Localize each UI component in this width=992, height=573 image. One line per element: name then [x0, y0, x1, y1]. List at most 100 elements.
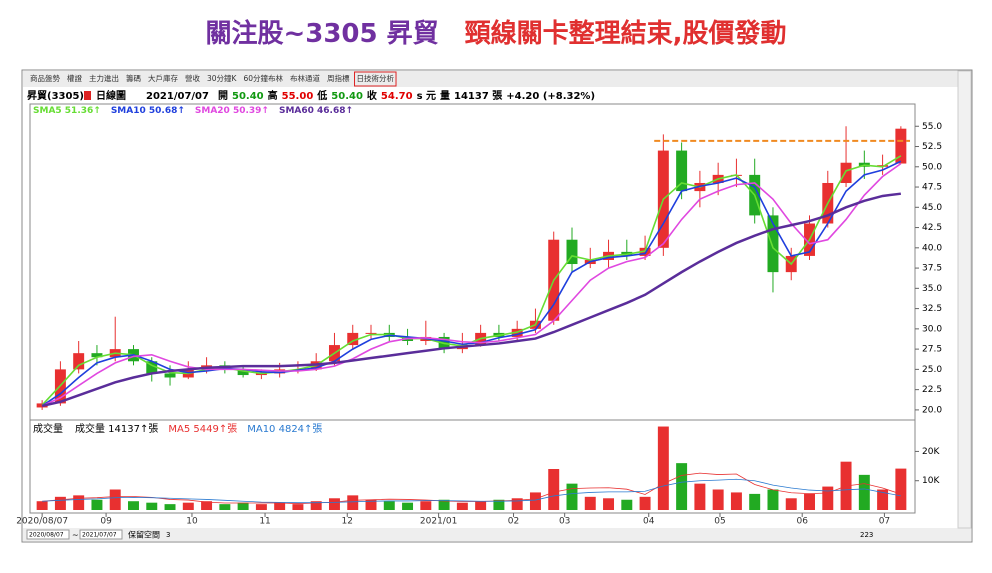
footer-bar — [23, 528, 971, 541]
ma-legend: SMA5 51.36↑ SMA10 50.68↑ SMA20 50.39↑ SMA60… — [33, 106, 353, 116]
volume-ma-line — [42, 478, 901, 504]
x-tick-label: 06 — [796, 517, 808, 527]
to-box[interactable] — [79, 529, 123, 540]
legend-entry: SMA10 50.68↑ — [111, 106, 185, 116]
volume-title: 成交量 — [33, 422, 63, 435]
volume-bar — [548, 469, 560, 510]
volume-bar — [676, 463, 688, 510]
y-tick-label: 22.5 — [922, 385, 942, 395]
x-tick-label: 03 — [559, 517, 570, 527]
volume-bar — [603, 498, 615, 510]
y-tick-label: 55.0 — [922, 122, 942, 132]
volume-bar — [657, 426, 669, 510]
ma-line — [41, 192, 902, 408]
x-tick-label: 11 — [259, 517, 270, 527]
volume-bar — [128, 501, 139, 510]
quote-part: 高 — [268, 89, 278, 102]
volume-bar — [694, 483, 706, 510]
x-tick-label: 07 — [879, 517, 890, 527]
volume-y-tick-label: 20K — [922, 447, 940, 457]
tab[interactable]: 主力進出 — [89, 73, 119, 83]
tab-bar — [23, 71, 971, 87]
volume-bar — [529, 492, 541, 510]
x-tick-label: 12 — [342, 517, 353, 527]
candle-body — [676, 150, 688, 192]
sep: ~ — [72, 531, 79, 540]
space-value: 3 — [166, 531, 170, 539]
y-tick-label: 52.5 — [922, 142, 942, 152]
volume-bar — [639, 496, 651, 510]
quote-part: 50.40 — [331, 91, 363, 102]
legend-entry: SMA5 51.36↑ — [33, 106, 101, 116]
volume-panel — [29, 419, 916, 514]
tab[interactable]: 籌碼 — [126, 73, 141, 83]
volume-bar — [255, 504, 267, 510]
tab[interactable]: 周指標 — [327, 73, 350, 83]
from-box[interactable] — [26, 529, 70, 540]
title-left: 關注股~3305 昇貿 — [205, 18, 438, 49]
volume-ma-line — [42, 472, 901, 504]
tab[interactable]: 權證 — [67, 73, 82, 83]
y-tick-label: 20.0 — [922, 405, 942, 415]
y-tick-label: 42.5 — [922, 223, 942, 233]
x-tick-label: 2021/01 — [420, 517, 457, 527]
quote-part: +4.20 (+8.32%) — [506, 91, 595, 102]
space-label: 保留空間 — [128, 530, 160, 540]
y-tick-label: 27.5 — [922, 345, 942, 355]
volume-bar — [73, 495, 85, 510]
volume-bar — [767, 489, 779, 510]
tab[interactable]: 60分鐘布林 — [243, 73, 283, 83]
y-tick-label: 30.0 — [922, 324, 942, 334]
tab[interactable]: 商品盤勢 — [30, 73, 60, 83]
candle-body — [255, 373, 267, 376]
volume-bar — [219, 504, 231, 510]
volume-bar — [858, 474, 870, 510]
quote-part: s 元 — [417, 90, 436, 102]
tab[interactable]: 30分鐘K — [207, 73, 238, 83]
quote-part: 低 — [316, 89, 327, 102]
volume-bar — [182, 502, 194, 510]
volume-bar — [566, 483, 578, 510]
y-tick-label: 47.5 — [922, 183, 942, 193]
volume-bar — [201, 501, 213, 510]
quote-part: 14137 張 — [454, 90, 503, 102]
volume-bar — [402, 502, 414, 510]
tab[interactable]: 布林通道 — [290, 73, 320, 83]
y-tick-label: 35.0 — [922, 284, 942, 294]
volume-bar — [621, 499, 633, 510]
volume-bar — [456, 502, 468, 510]
volume-legend-entry: MA10 4824↑張 — [247, 423, 322, 435]
x-tick-label: 05 — [714, 517, 725, 527]
x-tick-label: 10 — [186, 517, 198, 527]
volume-bar — [310, 501, 322, 510]
volume-total: 成交量 14137↑張 — [75, 422, 158, 435]
volume-bar — [730, 492, 742, 510]
volume-bar — [749, 493, 761, 510]
title-right: 頸線關卡整理結束,股價發動 — [465, 18, 787, 49]
candle-body — [840, 162, 852, 183]
tab[interactable]: 日技術分析 — [357, 73, 395, 83]
volume-bar — [54, 496, 66, 510]
volume-bar — [475, 501, 487, 510]
volume-bar — [328, 498, 340, 510]
symbol-flag — [84, 91, 91, 100]
volume-bar — [347, 495, 359, 510]
volume-bar — [877, 489, 889, 510]
quote-part: 54.70 — [381, 91, 413, 102]
scrollbar[interactable] — [957, 70, 972, 529]
legend-entry: SMA20 50.39↑ — [195, 106, 269, 116]
tab[interactable]: 營收 — [185, 73, 200, 83]
ma-line — [41, 160, 902, 407]
candle-body — [146, 361, 158, 374]
y-tick-label: 40.0 — [922, 243, 942, 253]
active-tab — [354, 71, 397, 87]
volume-bar — [109, 489, 121, 510]
legend-entry: SMA60 46.68↑ — [279, 106, 353, 116]
y-tick-label: 25.0 — [922, 365, 942, 375]
x-tick-label: 09 — [100, 517, 112, 527]
volume-bar — [383, 501, 395, 510]
y-tick-label: 37.5 — [922, 264, 942, 274]
candle-body — [347, 332, 359, 346]
tab[interactable]: 大戶庫存 — [148, 73, 178, 83]
